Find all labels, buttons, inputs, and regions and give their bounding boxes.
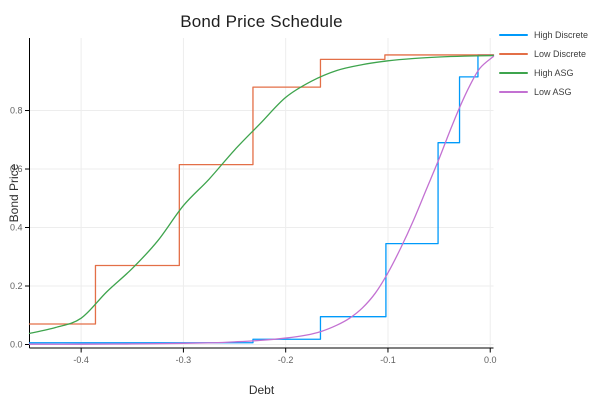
y-tick-label: 0.8 <box>10 106 23 116</box>
legend-swatch-line <box>499 53 528 55</box>
series-line-low-asg <box>28 55 495 345</box>
chart-title: Bond Price Schedule <box>180 12 343 31</box>
tick-labels: -0.4 -0.3 -0.2 -0.1 0.0 0.0 0.2 0.4 0.6 0.8 <box>10 106 497 365</box>
y-axis-label: Bond Price <box>7 163 21 223</box>
y-tick-label: 0.2 <box>10 281 23 291</box>
legend-swatch-line <box>499 72 528 74</box>
legend-item: Low Discrete <box>499 49 588 59</box>
legend-label: High ASG <box>534 68 574 78</box>
legend-label: Low Discrete <box>534 49 587 59</box>
legend-swatch-line <box>499 34 528 36</box>
y-tick-label: 0.6 <box>10 164 23 174</box>
series-line-low-discrete <box>28 54 495 325</box>
x-tick-label: -0.1 <box>380 355 396 365</box>
gridlines <box>29 38 494 348</box>
legend-item: High Discrete <box>499 30 588 40</box>
x-axis-label: Debt <box>248 383 275 397</box>
legend: High Discrete Low Discrete High ASG Low … <box>499 30 588 97</box>
x-tick-label: -0.2 <box>278 355 294 365</box>
legend-label: High Discrete <box>534 30 589 40</box>
x-tick-label: -0.3 <box>176 355 192 365</box>
legend-item: High ASG <box>499 68 588 78</box>
axes <box>25 38 494 353</box>
x-tick-label: 0.0 <box>484 355 497 365</box>
y-tick-label: 0.0 <box>10 339 23 349</box>
series-lines <box>28 54 495 345</box>
legend-label: Low ASG <box>534 87 572 97</box>
x-tick-label: -0.4 <box>73 355 89 365</box>
legend-swatch-line <box>499 91 528 93</box>
y-tick-label: 0.4 <box>10 223 23 233</box>
series-line-high-asg <box>28 54 495 335</box>
legend-item: Low ASG <box>499 87 588 97</box>
